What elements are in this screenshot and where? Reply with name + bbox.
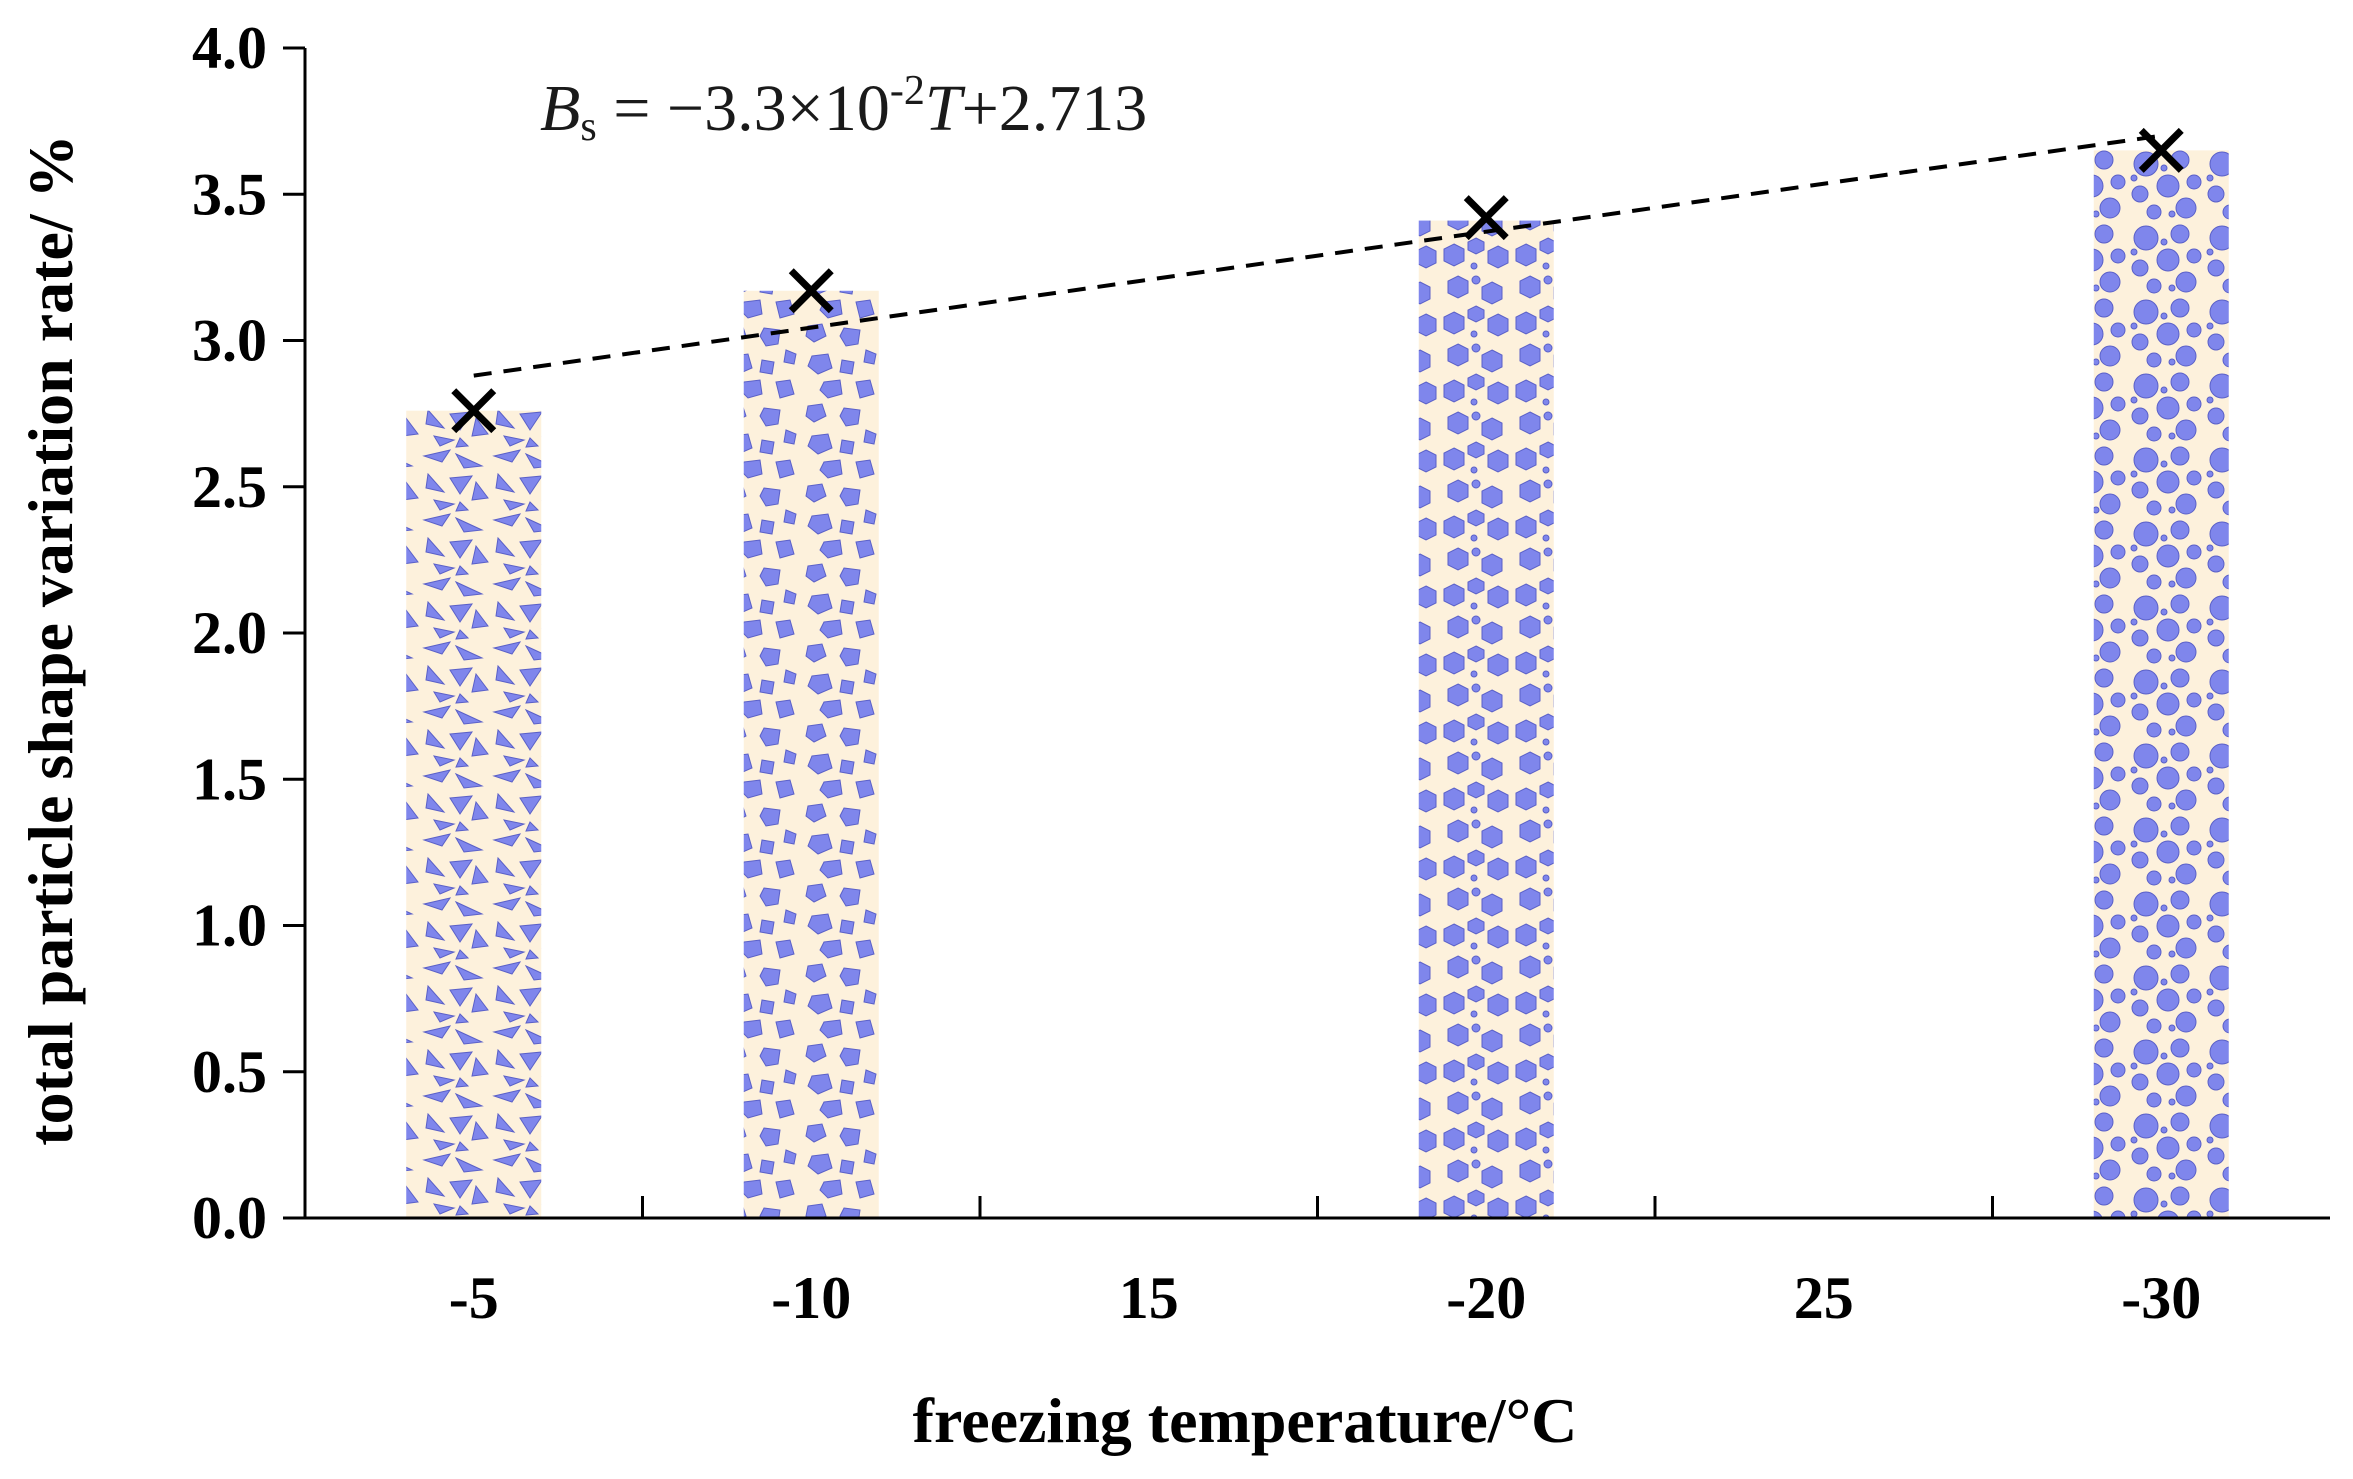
bars-layer [406,150,2229,1218]
y-axis-title: total particle shape variation rate/ % [15,134,86,1145]
equation-subscript: s [580,104,596,150]
x-tick-label: 15 [1119,1265,1179,1331]
marker--10 [788,268,834,314]
y-tick-label: 2.0 [192,600,267,666]
y-tick-label: 1.5 [192,746,267,812]
equation-b: B [540,72,580,145]
x-axis-title: freezing temperature/°C [913,1385,1578,1456]
trendline [473,133,2162,378]
marker--5 [451,388,497,434]
markers-layer [451,127,2184,434]
bar--20 [1418,220,1554,1218]
equation-body: = −3.3×10 [597,72,890,145]
marker--30 [2138,127,2184,173]
y-tick-label: 0.0 [192,1185,267,1251]
marker--20 [1463,195,1509,241]
y-tick-label: 4.0 [192,15,267,81]
x-tick-label: -5 [449,1265,499,1331]
y-tick-label: 3.0 [192,308,267,374]
x-tick-label: -10 [771,1265,851,1331]
equation-annotation: Bs = −3.3×10-2T+2.713 [540,68,1147,150]
marker-stroke [2138,127,2184,173]
y-tick-label: 0.5 [192,1039,267,1105]
bar--10 [743,290,879,1218]
equation-t: T [925,72,966,145]
y-ticks-layer: 0.0 0.5 1.0 1.5 2.0 2.5 3.0 3.5 4.0 [192,15,305,1251]
y-tick-label: 1.0 [192,893,267,959]
equation-tail: +2.713 [962,72,1148,145]
x-tick-label: 25 [1794,1265,1854,1331]
y-tick-label: 3.5 [192,161,267,227]
x-tick-label: -20 [1446,1265,1526,1331]
equation-exponent: -2 [890,68,925,114]
bar--5 [406,410,542,1218]
y-tick-label: 2.5 [192,454,267,520]
x-tick-label: -30 [2121,1265,2201,1331]
x-ticks-layer: -5 -10 15 -20 25 -30 [449,1196,2201,1331]
bar--30 [2093,150,2229,1218]
marker-stroke [451,388,497,434]
marker-stroke [1463,195,1509,241]
marker-stroke [788,268,834,314]
